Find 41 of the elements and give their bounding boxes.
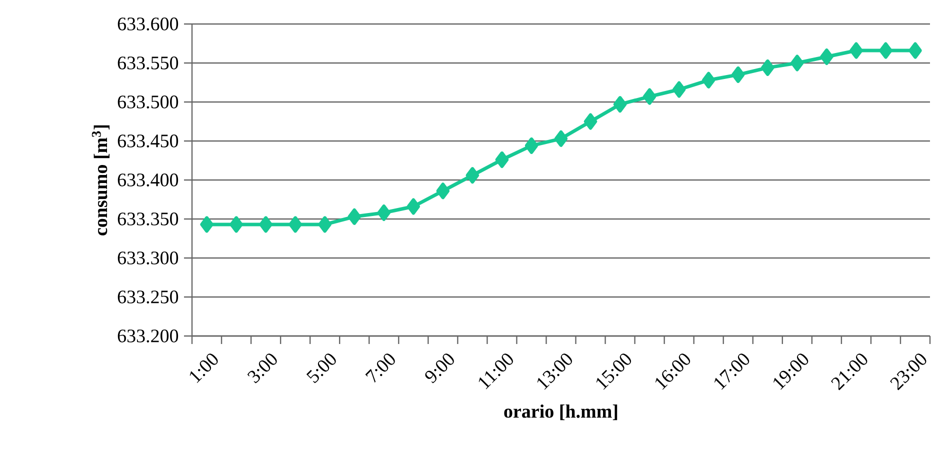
point <box>318 216 332 233</box>
y-tick-label: 633.250 <box>118 290 178 304</box>
point <box>406 198 420 215</box>
point <box>466 167 480 184</box>
point <box>436 182 450 200</box>
point <box>524 137 538 154</box>
y-tick-label: 633.500 <box>118 96 178 108</box>
point <box>790 54 804 72</box>
x-tick-label: 7:00 <box>365 354 395 383</box>
y-tick-label: 633.600 <box>118 18 178 30</box>
y-tick-label: 633.200 <box>118 330 178 342</box>
y-axis-title: consumo [m$^{3}$] <box>92 125 110 236</box>
y-tick-label: 633.350 <box>118 212 178 226</box>
point <box>702 72 716 88</box>
y-tick-label: 633.450 <box>118 134 178 148</box>
point <box>731 66 745 83</box>
point <box>495 151 509 168</box>
point <box>613 96 627 113</box>
point <box>584 113 598 130</box>
x-tick-label: 3:00 <box>247 354 277 384</box>
point <box>377 204 391 221</box>
point <box>288 216 302 233</box>
point <box>908 42 922 59</box>
point <box>230 216 243 233</box>
point <box>850 42 863 59</box>
point <box>879 42 892 59</box>
x-tick-label: 1:00 <box>190 354 218 383</box>
point <box>554 130 568 147</box>
point <box>259 216 272 233</box>
point <box>672 81 686 98</box>
point <box>820 48 834 66</box>
point <box>761 59 774 76</box>
y-tick-label: 633.400 <box>118 174 178 186</box>
point <box>642 88 656 105</box>
x-tick-label: 9:00 <box>425 354 454 384</box>
point <box>200 216 214 233</box>
y-tick-label: 633.300 <box>118 252 178 264</box>
x-axis-title: orario [h.mm] <box>504 404 618 420</box>
y-tick-label: 633.550 <box>118 56 178 70</box>
point <box>348 208 361 225</box>
x-tick-label: 5:00 <box>306 354 336 384</box>
